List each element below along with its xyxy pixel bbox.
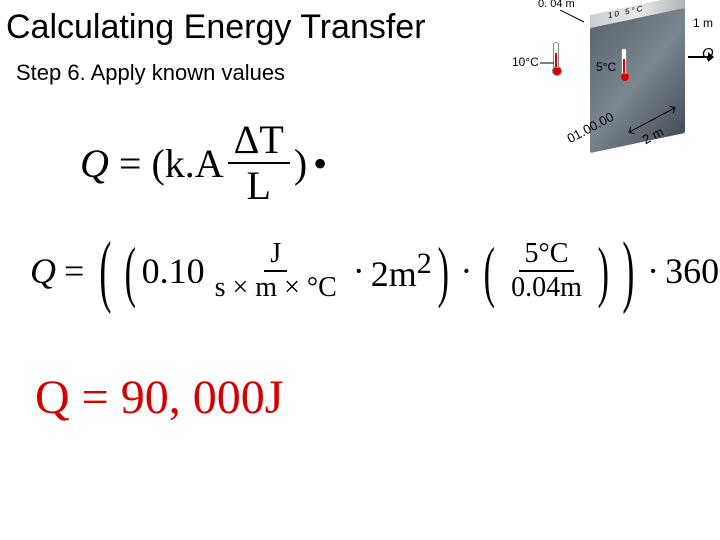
f2-dT-num: 5°C bbox=[519, 240, 575, 272]
temp-left-line-icon bbox=[540, 62, 554, 64]
temp-right-label: 5°C bbox=[596, 60, 616, 74]
f2-unit-frac: J s × m × °C bbox=[209, 240, 343, 302]
f1-num: ΔT bbox=[228, 120, 290, 164]
paren-inner2-right-icon: ) bbox=[598, 251, 609, 292]
f1-close: ) bbox=[294, 140, 307, 187]
thermometer-left-icon bbox=[552, 42, 560, 74]
f2-unit-num: J bbox=[264, 240, 287, 272]
f1-fraction: ΔT L bbox=[228, 120, 290, 206]
f1-kA: (k.A bbox=[151, 140, 223, 187]
f1-dot: • bbox=[313, 140, 327, 187]
f2-dot1: · bbox=[353, 250, 365, 292]
f2-Q: Q bbox=[30, 250, 56, 292]
f2-time: 3600s bbox=[665, 250, 720, 292]
height-label: 1 m bbox=[693, 16, 713, 30]
heat-transfer-diagram: 0. 04 m 10 5°C 1 m 10°C 5°C Q 01.00.00 2… bbox=[490, 0, 720, 170]
f2-eq: = bbox=[64, 250, 84, 292]
thickness-arrow-icon bbox=[560, 10, 588, 24]
paren-outer-right-icon: ) bbox=[622, 247, 634, 295]
thickness-label: 0. 04 m bbox=[538, 0, 575, 10]
f1-Q: Q bbox=[80, 140, 109, 187]
temp-left-label: 10°C bbox=[512, 55, 539, 69]
f2-dot2: · bbox=[460, 250, 472, 292]
page-title: Calculating Energy Transfer bbox=[6, 8, 426, 47]
f2-coef: 0.10 bbox=[142, 250, 205, 292]
f2-area: 2m2 bbox=[371, 247, 432, 295]
f2-dT-frac: 5°C 0.04m bbox=[505, 240, 588, 302]
formula-numeric: Q = ( ( 0.10 J s × m × °C · 2m2 ) · ( 5°… bbox=[30, 240, 720, 302]
paren-inner2-left-icon: ( bbox=[484, 251, 495, 292]
paren-inner1-left-icon: ( bbox=[125, 251, 136, 292]
f2-unit-den: s × m × °C bbox=[209, 272, 343, 302]
f1-eq: = bbox=[119, 140, 142, 187]
f1-den: L bbox=[241, 164, 277, 206]
step-heading: Step 6. Apply known values bbox=[16, 60, 285, 86]
formula-symbolic: Q = (k.A ΔT L ) • bbox=[80, 120, 333, 206]
paren-outer-left-icon: ( bbox=[100, 247, 112, 295]
f2-dT-den: 0.04m bbox=[505, 272, 588, 302]
f2-dot3: · bbox=[647, 250, 659, 292]
paren-inner1-right-icon: ) bbox=[437, 251, 448, 292]
q-arrow-icon bbox=[688, 50, 714, 64]
thermometer-right-icon bbox=[620, 48, 628, 80]
formula-result: Q = 90, 000J bbox=[35, 370, 283, 425]
